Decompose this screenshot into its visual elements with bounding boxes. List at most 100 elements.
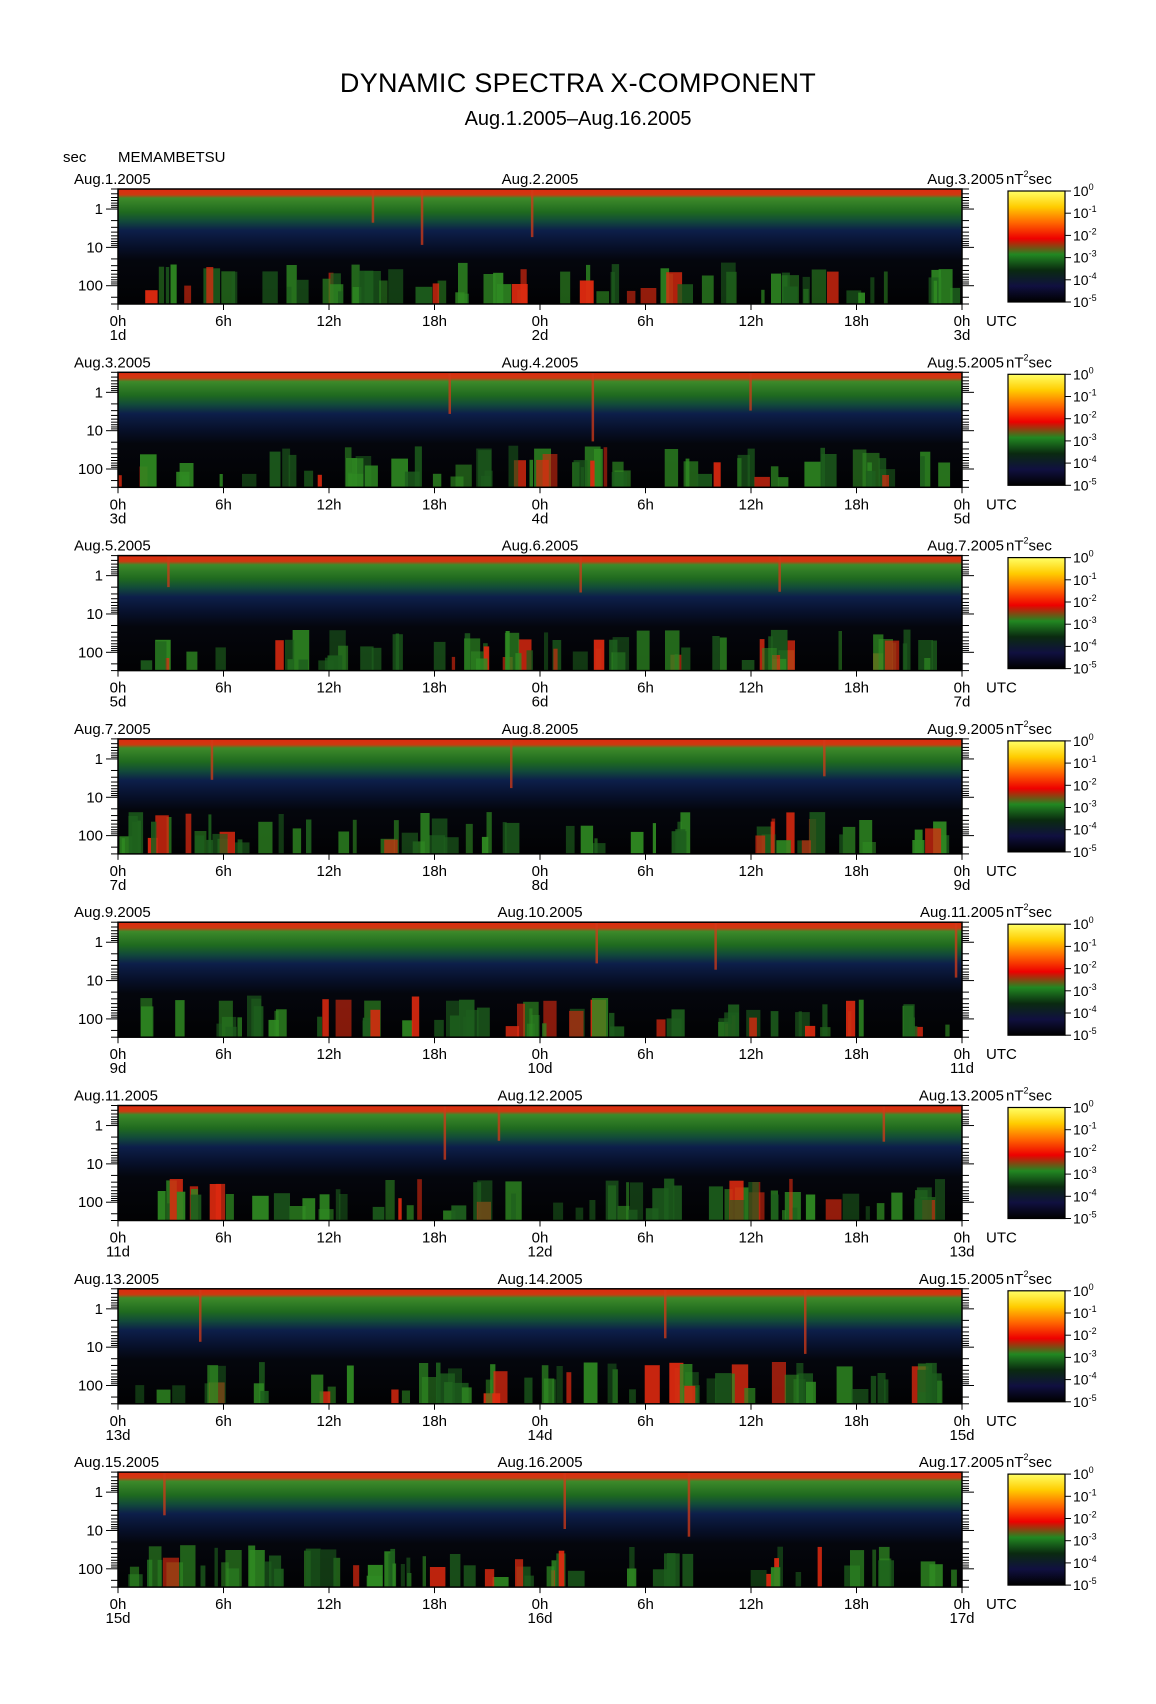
spectral-activity <box>931 640 937 671</box>
spectral-activity <box>400 1564 405 1588</box>
colorbar-tick-label: 10-2 <box>1073 226 1097 243</box>
spectral-activity <box>225 1550 242 1588</box>
spectral-spike <box>595 922 598 964</box>
spectral-activity <box>476 1007 490 1038</box>
y-tick-label: 1 <box>95 1484 103 1501</box>
x-tick-label: 0h <box>110 1230 127 1247</box>
colorbar-tick-label: 10-1 <box>1073 937 1097 954</box>
spectrogram-image <box>118 922 962 1038</box>
panel-mid-date: Aug.12.2005 <box>497 1088 582 1105</box>
day-label: 1d <box>110 327 127 344</box>
colorbar-tick-label: 100 <box>1073 182 1094 199</box>
spectral-activity <box>771 273 781 304</box>
spectral-activity <box>627 1209 638 1221</box>
colorbar <box>1007 373 1066 486</box>
panel-mid-date: Aug.4.2005 <box>502 354 579 371</box>
spectral-spike <box>664 1288 667 1339</box>
x-tick-label: 18h <box>844 496 869 513</box>
spectral-activity <box>346 458 358 488</box>
panel-start-date: Aug.9.2005 <box>74 904 151 921</box>
spectral-activity <box>761 289 765 304</box>
spectral-activity <box>477 1180 493 1221</box>
spectral-activity <box>165 267 170 304</box>
x-tick-label: 18h <box>844 1046 869 1063</box>
spectral-activity <box>611 472 628 488</box>
spectral-activity <box>950 287 961 304</box>
spectral-activity <box>529 459 534 488</box>
spectral-activity <box>579 280 594 304</box>
spectral-activity <box>481 475 491 488</box>
spectral-activity <box>165 658 170 671</box>
colorbar-tick-label: 10-5 <box>1073 1210 1097 1227</box>
x-tick-label: 0h <box>110 1596 127 1613</box>
colorbar-unit: nT2sec <box>1006 536 1052 555</box>
spectral-activity <box>873 634 884 671</box>
panel-start-date: Aug.15.2005 <box>74 1454 159 1471</box>
spectral-activity <box>455 292 465 304</box>
spectral-activity <box>353 1565 360 1588</box>
spectral-spike <box>371 189 375 223</box>
spectral-activity <box>770 466 779 488</box>
colorbar <box>1007 1473 1066 1586</box>
spectral-activity <box>372 1206 385 1221</box>
spectral-activity <box>850 1550 865 1588</box>
spectral-activity <box>865 470 876 488</box>
spectral-activity <box>891 1192 903 1221</box>
spectral-activity <box>542 454 558 488</box>
x-tick-label: 18h <box>422 1413 447 1430</box>
spectral-activity <box>747 448 755 488</box>
spectral-activity <box>782 1210 786 1221</box>
spectral-activity <box>209 1184 222 1221</box>
spectral-activity <box>449 1015 460 1038</box>
spectral-activity <box>443 1210 456 1221</box>
spectral-activity <box>729 1200 745 1221</box>
spectral-activity <box>719 637 727 671</box>
colorbar-tick-label: 10-1 <box>1073 571 1097 588</box>
x-tick-label: 12h <box>738 1046 763 1063</box>
spectral-activity <box>455 464 472 488</box>
colorbar-unit: nT2sec <box>1006 352 1052 371</box>
day-label: 7d <box>954 694 971 711</box>
spectral-activity <box>411 996 420 1038</box>
spectral-activity <box>755 835 766 854</box>
x-tick-label: 18h <box>422 863 447 880</box>
colorbar-tick-label: 10-2 <box>1073 776 1097 793</box>
spectral-activity <box>770 1011 779 1038</box>
y-tick-label: 1 <box>95 1301 103 1318</box>
spectral-activity <box>870 277 875 304</box>
spectral-activity <box>268 1019 279 1038</box>
spectral-activity <box>465 823 473 854</box>
colorbar-tick-label: 10-5 <box>1073 1026 1097 1043</box>
x-tick-label: 18h <box>844 1596 869 1613</box>
spectral-activity <box>401 832 418 854</box>
spectral-activity <box>789 1178 793 1221</box>
spectral-activity <box>515 1559 524 1588</box>
x-tick-label: 12h <box>738 863 763 880</box>
spectral-activity <box>371 647 382 671</box>
spectral-activity <box>395 633 400 671</box>
x-tick-label: 6h <box>637 863 654 880</box>
x-tick-label: 6h <box>637 680 654 697</box>
spectral-activity <box>200 1565 206 1588</box>
x-tick-label: 0h <box>110 1046 127 1063</box>
x-tick-label: 0h <box>532 863 549 880</box>
spectral-activity <box>858 292 865 304</box>
colorbar-tick-label: 10-1 <box>1073 204 1097 221</box>
spectral-activity <box>666 1018 682 1038</box>
spectral-activity <box>806 1381 816 1404</box>
x-tick-label: 6h <box>215 1230 232 1247</box>
x-tick-label: 12h <box>738 496 763 513</box>
spectral-spike <box>579 555 582 593</box>
spectral-activity <box>664 449 679 488</box>
spectral-spike <box>163 1472 166 1516</box>
panel-start-date: Aug.11.2005 <box>74 1088 158 1105</box>
x-tick-label: 12h <box>316 1413 341 1430</box>
spectral-activity <box>701 275 714 304</box>
spectral-activity <box>737 458 742 488</box>
x-tick-label: 6h <box>215 1596 232 1613</box>
colorbar-tick-label: 10-5 <box>1073 293 1097 310</box>
x-unit-label: UTC <box>986 1596 1017 1613</box>
spectral-activity <box>172 1385 186 1404</box>
colorbar-tick-label: 10-4 <box>1073 637 1097 654</box>
spectral-activity <box>258 821 273 854</box>
